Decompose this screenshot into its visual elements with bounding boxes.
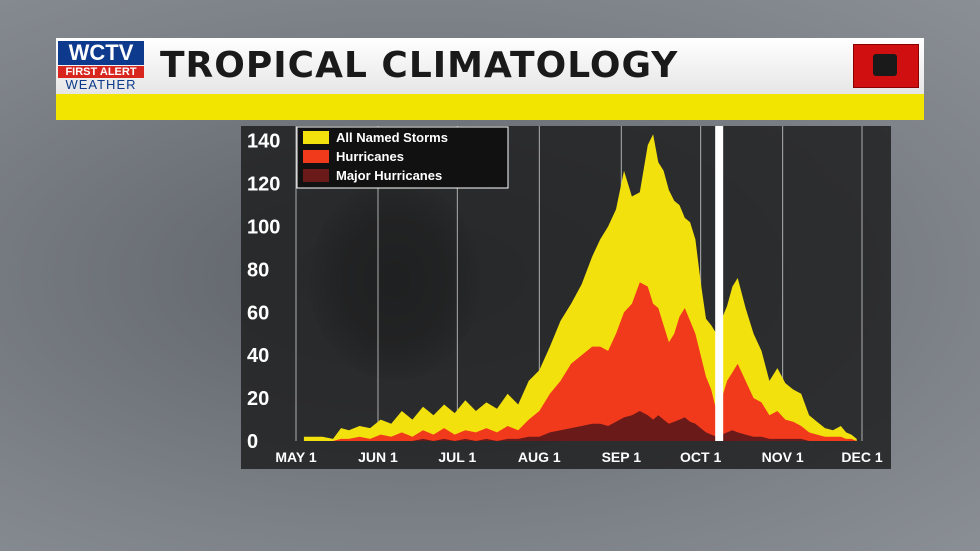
legend: All Named Storms Hurricanes Major Hurrican… [296,126,509,189]
station-badge-icon [853,44,919,88]
page-title: TROPICAL CLIMATOLOGY [160,45,679,86]
logo-weather: WEATHER [65,77,137,92]
y-tick-label: 140 [247,131,280,153]
y-tick-label: 40 [247,345,269,367]
x-tick-label: JUN 1 [358,449,398,465]
x-tick-label: MAY 1 [275,449,316,465]
x-tick-label: JUL 1 [438,449,476,465]
y-tick-label: 20 [247,388,269,410]
x-tick-label: NOV 1 [762,449,804,465]
y-tick-label: 80 [247,259,269,281]
legend-box [296,126,509,189]
x-tick-label: DEC 1 [841,449,882,465]
header-yellow-strip [56,94,924,120]
y-tick-label: 0 [247,431,258,453]
badge-inner-mark [873,54,897,76]
x-tick-label: SEP 1 [602,449,642,465]
y-axis: 0 20 40 60 80 100 120 140 [247,131,280,453]
logo-brand: WCTV [58,41,144,65]
legend-label: Major Hurricanes [336,168,442,183]
legend-swatch [303,169,329,182]
station-logo: WCTV FIRST ALERT WEATHER [58,41,144,91]
current-date-line [715,126,724,441]
y-tick-label: 120 [247,174,280,196]
y-tick-label: 100 [247,217,280,239]
legend-swatch [303,150,329,163]
area-hurricanes [303,282,857,441]
area-major-hurricanes [303,411,857,441]
x-tick-label: AUG 1 [518,449,561,465]
y-tick-label: 60 [247,302,269,324]
logo-first-alert: FIRST ALERT [58,66,144,78]
legend-swatch [303,131,329,144]
legend-label: All Named Storms [336,130,448,145]
header-bar [56,38,924,94]
x-tick-label: OCT 1 [680,449,721,465]
x-axis: MAY 1 JUN 1 JUL 1 AUG 1 SEP 1 OCT 1 NOV 1 DEC 1 [275,449,882,465]
legend-label: Hurricanes [336,149,404,164]
current-date-marker [715,126,724,441]
